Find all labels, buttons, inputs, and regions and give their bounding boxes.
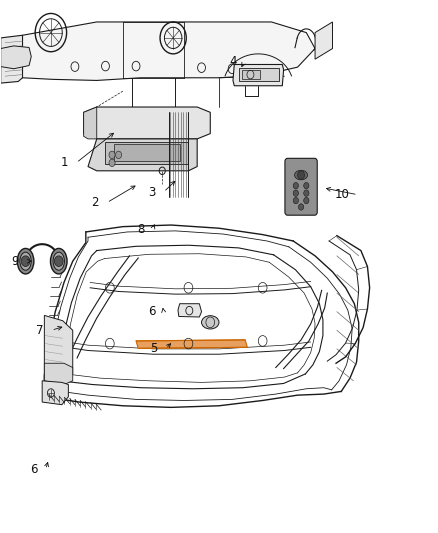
Ellipse shape	[53, 252, 64, 270]
Polygon shape	[315, 22, 332, 59]
Polygon shape	[88, 139, 197, 171]
Ellipse shape	[20, 252, 31, 270]
Polygon shape	[18, 22, 315, 80]
Polygon shape	[114, 144, 180, 161]
Text: 2: 2	[92, 196, 99, 209]
Polygon shape	[242, 70, 261, 79]
Circle shape	[116, 151, 122, 159]
Text: 9: 9	[11, 255, 19, 268]
Polygon shape	[178, 304, 201, 317]
Polygon shape	[1, 35, 22, 83]
Circle shape	[293, 182, 298, 189]
Circle shape	[109, 159, 115, 166]
Circle shape	[304, 182, 309, 189]
Circle shape	[297, 171, 304, 179]
Polygon shape	[84, 107, 210, 139]
Text: 4: 4	[229, 55, 237, 68]
Text: 1: 1	[61, 156, 68, 169]
Polygon shape	[233, 64, 284, 86]
Polygon shape	[42, 381, 68, 405]
Circle shape	[293, 197, 298, 204]
Polygon shape	[1, 46, 31, 69]
Circle shape	[54, 256, 63, 266]
FancyBboxPatch shape	[285, 158, 317, 215]
Text: 7: 7	[36, 324, 43, 337]
Text: 10: 10	[335, 188, 350, 201]
Text: 3: 3	[148, 185, 155, 199]
Polygon shape	[239, 68, 279, 82]
Polygon shape	[84, 107, 97, 139]
Polygon shape	[136, 340, 247, 349]
Ellipse shape	[294, 170, 307, 180]
Ellipse shape	[17, 248, 34, 274]
Ellipse shape	[201, 316, 219, 329]
Circle shape	[304, 197, 309, 204]
Text: 5: 5	[151, 342, 158, 356]
Text: 6: 6	[30, 463, 38, 476]
Polygon shape	[44, 316, 73, 383]
Text: 8: 8	[138, 223, 145, 236]
Polygon shape	[44, 364, 73, 384]
Text: 6: 6	[148, 305, 155, 318]
Circle shape	[293, 190, 298, 196]
Ellipse shape	[50, 248, 67, 274]
Circle shape	[304, 190, 309, 196]
Circle shape	[21, 256, 30, 266]
Circle shape	[109, 151, 115, 159]
Polygon shape	[106, 142, 188, 165]
Circle shape	[298, 204, 304, 210]
